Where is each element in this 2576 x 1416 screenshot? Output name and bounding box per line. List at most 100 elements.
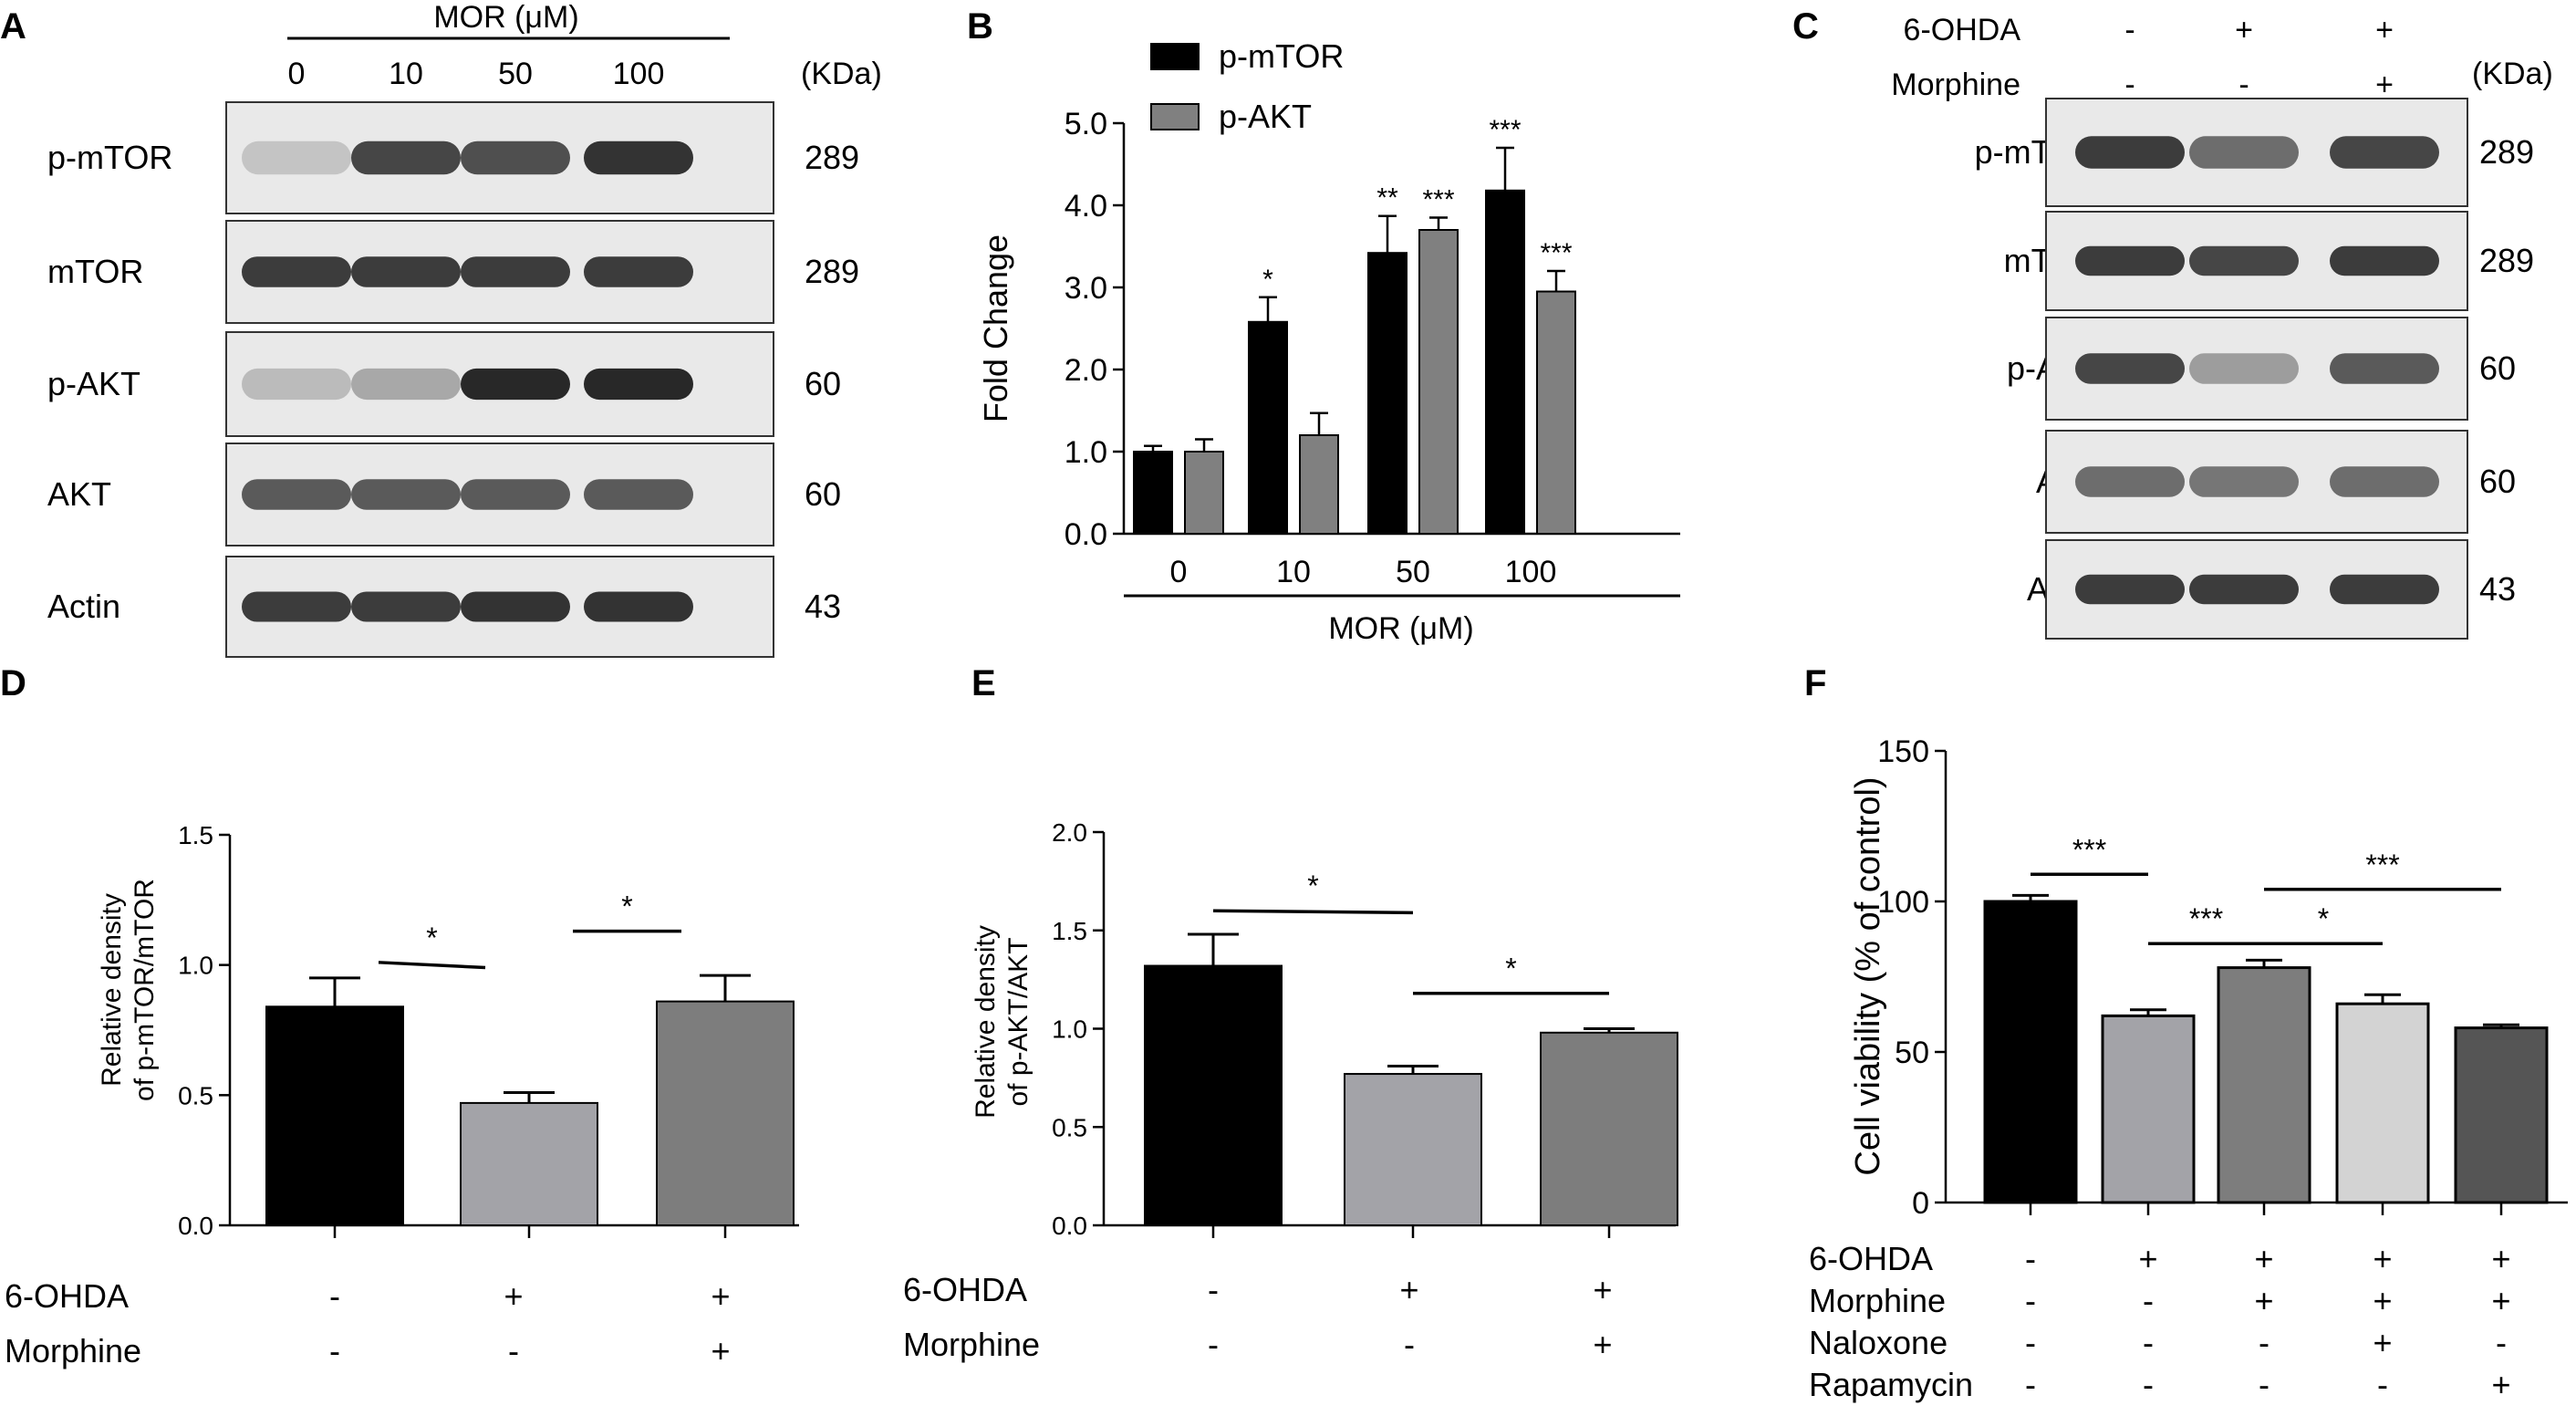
- blot-c-condition-value: +: [2375, 13, 2394, 47]
- significance-label: ***: [1489, 115, 1521, 145]
- condition-value: -: [2377, 1366, 2388, 1403]
- blot-c-condition-value: -: [2238, 68, 2249, 102]
- condition-label: 6-OHDA: [903, 1271, 1027, 1308]
- significance-label: *: [1307, 869, 1318, 902]
- condition-label: Morphine: [903, 1326, 1040, 1363]
- blot-band: [2330, 136, 2439, 169]
- y-tick-label: 2.0: [1052, 818, 1087, 847]
- condition-value: -: [1208, 1326, 1219, 1363]
- panel-letter-b: B: [967, 6, 993, 47]
- legend-swatch: [1150, 43, 1200, 70]
- blot-band: [461, 479, 570, 510]
- significance-line: [1212, 909, 1414, 915]
- blot-band: [2075, 466, 2185, 497]
- y-tick-label: 0.0: [1052, 1212, 1087, 1240]
- blot-a-dose-label: 50: [498, 57, 533, 91]
- bar-p-akt: [1184, 451, 1224, 535]
- condition-value: -: [2259, 1366, 2270, 1403]
- significance-label: *: [2318, 902, 2329, 935]
- y-axis-label: Relative density: [97, 893, 127, 1087]
- condition-value: +: [711, 1277, 730, 1315]
- blot-band: [584, 368, 693, 401]
- condition-value: -: [2143, 1324, 2154, 1361]
- bar-2: [2217, 966, 2311, 1204]
- y-tick-label: 1.0: [1052, 1015, 1087, 1044]
- y-tick-label: 1.5: [1052, 917, 1087, 945]
- y-tick-label: 1.0: [1065, 435, 1107, 470]
- condition-value: +: [2373, 1282, 2392, 1319]
- blot-kda-value: 43: [805, 588, 841, 625]
- blot-kda-value: 289: [2479, 133, 2534, 171]
- condition-value: -: [2025, 1324, 2036, 1361]
- blot-a-dose-label: 10: [389, 57, 423, 91]
- x-tick-label: 100: [1505, 555, 1557, 589]
- panel-letter-e: E: [971, 663, 996, 703]
- y-tick-label: 1.0: [178, 952, 213, 980]
- y-axis-label: Relative density: [971, 925, 1001, 1119]
- y-tick-label: 0.0: [178, 1212, 213, 1240]
- blot-band: [584, 141, 693, 175]
- condition-value: -: [2025, 1240, 2036, 1277]
- y-tick-label: 5.0: [1065, 107, 1107, 141]
- panel-letter-c: C: [1792, 6, 1819, 47]
- condition-value: +: [2254, 1240, 2273, 1277]
- significance-label: ***: [1540, 238, 1572, 268]
- panel-letter-a: A: [0, 6, 26, 47]
- condition-value: -: [2496, 1324, 2507, 1361]
- significance-line: [378, 961, 486, 970]
- blot-row-label: AKT: [47, 475, 111, 513]
- bar-p-mtor: [1248, 320, 1288, 535]
- condition-value: +: [2254, 1282, 2273, 1319]
- condition-value: +: [2373, 1240, 2392, 1277]
- blot-band: [2189, 136, 2299, 169]
- condition-value: -: [1208, 1271, 1219, 1308]
- blot-c-condition-value: -: [2124, 68, 2135, 102]
- blot-c-condition-value: -: [2124, 13, 2135, 47]
- significance-label: ***: [1422, 185, 1454, 215]
- blot-kda-value: 60: [805, 365, 841, 402]
- blot-band: [584, 256, 693, 287]
- y-axis-label: Fold Change: [977, 234, 1014, 422]
- blot-a: 0 10 50 100 (KDa) p-mTOR 289 mTOR 289 p-AKT 60 AKT 6…: [47, 57, 882, 658]
- blot-kda-value: 43: [2479, 570, 2516, 608]
- blot-c-condition-label: 6-OHDA: [1904, 13, 2021, 47]
- blot-band: [351, 479, 461, 510]
- panel-letter-f: F: [1804, 663, 1826, 703]
- blot-kda-value: 289: [2479, 242, 2534, 279]
- blot-band: [2330, 245, 2439, 276]
- significance-label: ***: [2189, 902, 2223, 935]
- blot-band: [584, 479, 693, 510]
- condition-label: Morphine: [5, 1332, 141, 1369]
- bar-2: [656, 1000, 795, 1226]
- blot-band: [2330, 353, 2439, 384]
- x-tick-label: 10: [1276, 555, 1311, 589]
- blot-band: [242, 591, 351, 622]
- blot-band: [242, 256, 351, 287]
- blot-kda-value: 60: [2479, 463, 2516, 500]
- y-tick-label: 150: [1877, 734, 1929, 769]
- blot-row-label: mTOR: [47, 253, 143, 290]
- blot-c-condition-label: Morphine: [1891, 68, 2020, 102]
- chart-b: 0.01.02.03.04.05.0************0 10 50 100MO…: [977, 37, 1680, 646]
- blot-band: [242, 368, 351, 401]
- x-axis-label: MOR (μM): [1328, 611, 1473, 646]
- x-tick-label: 50: [1396, 555, 1430, 589]
- condition-value: +: [711, 1332, 730, 1369]
- y-tick-label: 50: [1895, 1036, 1929, 1070]
- blot-band: [461, 368, 570, 401]
- bar-p-akt: [1418, 229, 1459, 535]
- bar-1: [1344, 1073, 1482, 1226]
- legend-label: p-AKT: [1219, 98, 1312, 135]
- blot-row-label: Actin: [47, 588, 120, 625]
- condition-value: +: [2138, 1240, 2157, 1277]
- blot-kda-value: 289: [805, 253, 859, 290]
- blot-band: [2330, 466, 2439, 497]
- bar-p-mtor: [1485, 189, 1525, 536]
- bar-1: [460, 1101, 598, 1226]
- blot-band: [2189, 245, 2299, 276]
- significance-label: *: [1262, 265, 1273, 295]
- condition-value: +: [2491, 1366, 2510, 1403]
- condition-value: +: [2373, 1324, 2392, 1361]
